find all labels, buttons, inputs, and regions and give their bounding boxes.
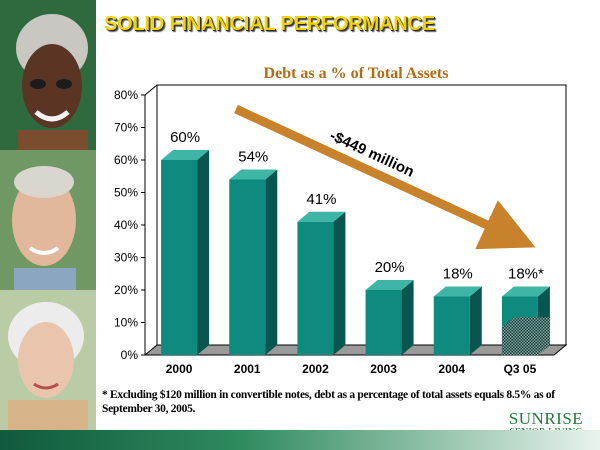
- bar-hatched-side: [537, 317, 550, 355]
- portrait-strip: [0, 0, 96, 430]
- bar-value-label: 20%: [375, 259, 405, 276]
- x-tick-label: 2004: [438, 362, 465, 376]
- bar-top: [501, 286, 550, 297]
- bar-side: [469, 286, 482, 355]
- trend-arrow: [234, 104, 536, 250]
- bar-top: [297, 211, 346, 222]
- bar: [229, 179, 266, 355]
- bar: [297, 221, 334, 355]
- x-tick-label: Q3 05: [504, 362, 537, 376]
- y-tick-label: 20%: [114, 283, 138, 297]
- bar: [161, 160, 198, 355]
- bar-hatched-top: [501, 317, 550, 328]
- y-tick-label: 80%: [114, 88, 138, 102]
- bar-top: [433, 286, 482, 297]
- brand-name: SUNRISE: [508, 409, 584, 428]
- y-tick-label: 10%: [114, 316, 138, 330]
- bar-top: [365, 280, 414, 290]
- bar-side: [265, 169, 278, 355]
- bar-hatched-segment: [501, 327, 538, 355]
- bar: [365, 290, 402, 355]
- x-tick-label: 2000: [166, 362, 193, 376]
- chart-title: Debt as a % of Total Assets: [264, 65, 449, 82]
- x-tick-label: 2001: [234, 362, 261, 376]
- portrait-woman-2-image: [0, 290, 96, 430]
- bar-top: [229, 169, 278, 180]
- y-tick-label: 70%: [114, 121, 138, 135]
- bar-value-label: 60%: [170, 129, 200, 146]
- x-tick-label: 2002: [302, 362, 329, 376]
- bar-value-label: 41%: [306, 191, 336, 208]
- bar-side: [197, 150, 210, 355]
- y-tick-label: 30%: [114, 251, 138, 265]
- y-tick-label: 50%: [114, 186, 138, 200]
- bar-top: [161, 150, 210, 160]
- bar-side: [333, 211, 346, 355]
- bar-value-label: 18%*: [508, 266, 544, 283]
- slide-title: SOLID FINANCIAL PERFORMANCE: [104, 13, 435, 35]
- bar-side: [401, 280, 414, 355]
- bottom-band: [0, 430, 600, 450]
- bar-value-label: 54%: [238, 149, 268, 166]
- portrait-woman-image: [0, 0, 96, 150]
- y-tick-label: 60%: [114, 153, 138, 167]
- bar-value-label: 18%: [443, 266, 473, 283]
- x-tick-label: 2003: [370, 362, 397, 376]
- y-axis-wall-edge: [144, 84, 158, 96]
- y-tick-label: 0%: [121, 348, 139, 362]
- portrait-man-image: [0, 150, 96, 290]
- bar: [433, 296, 470, 355]
- y-tick-label: 40%: [114, 218, 138, 232]
- footnote: * Excluding $120 million in convertible …: [102, 389, 555, 415]
